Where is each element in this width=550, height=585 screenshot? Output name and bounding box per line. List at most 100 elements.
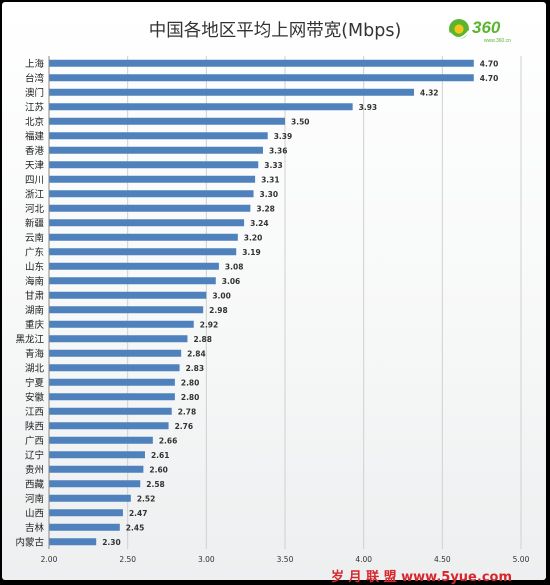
x-tick-label: 2.50 [119, 555, 136, 564]
watermark: 岁 月 联 盟 www.5yue.com [331, 569, 512, 585]
category-label: 福建 [25, 130, 45, 142]
x-tick-label: 5.00 [513, 555, 530, 564]
value-label: 2.58 [146, 480, 165, 489]
bar [49, 422, 169, 430]
value-label: 3.30 [260, 190, 279, 199]
value-label: 2.80 [181, 393, 200, 402]
value-label: 2.47 [129, 509, 148, 518]
category-label: 河南 [25, 493, 44, 505]
category-label: 湖南 [25, 304, 44, 316]
category-label: 重庆 [25, 319, 45, 331]
category-label: 贵州 [25, 464, 44, 476]
value-label: 2.76 [175, 422, 194, 431]
value-label: 3.19 [242, 248, 261, 257]
category-label: 宁夏 [25, 377, 45, 389]
category-label: 甘肃 [25, 290, 44, 302]
bar [49, 88, 415, 96]
bar [49, 248, 237, 256]
value-label: 4.70 [480, 59, 499, 68]
bar [49, 233, 238, 241]
category-label: 青海 [25, 348, 45, 360]
bar [49, 349, 182, 357]
bar [49, 59, 474, 67]
value-label: 3.00 [212, 291, 231, 300]
value-label: 3.24 [250, 219, 269, 228]
category-label: 上海 [25, 58, 45, 70]
logo-swoosh [449, 30, 470, 39]
value-label: 2.30 [102, 538, 121, 547]
value-label: 2.52 [137, 494, 156, 503]
x-tick-label: 3.50 [277, 555, 294, 564]
category-labels: 上海台湾澳门江苏北京福建香港天津四川浙江河北新疆云南广东山东海南甘肃湖南重庆黑龙… [15, 58, 44, 549]
bar [49, 306, 204, 314]
value-label: 2.83 [186, 364, 205, 373]
gridlines [127, 56, 522, 549]
value-label: 2.88 [193, 335, 212, 344]
bar [49, 436, 153, 444]
category-label: 湖北 [25, 363, 45, 374]
category-label: 山东 [25, 261, 44, 273]
bar [49, 132, 268, 140]
bar [49, 262, 219, 270]
value-label: 3.08 [225, 262, 244, 271]
bar [49, 204, 251, 212]
bar [49, 538, 97, 546]
category-label: 四川 [25, 175, 44, 186]
logo-subtext: www.360.cn [484, 38, 511, 44]
bar [49, 74, 474, 82]
value-label: 3.31 [261, 175, 280, 184]
logo-yellow-circle [454, 24, 464, 34]
category-label: 内蒙古 [15, 536, 44, 548]
value-label: 3.28 [256, 204, 275, 213]
category-label: 台湾 [25, 72, 45, 84]
bar [49, 465, 144, 473]
bar [49, 364, 180, 372]
bar [49, 291, 207, 299]
value-label: 2.92 [200, 320, 219, 329]
value-label: 2.61 [151, 451, 170, 460]
value-labels: 4.70 4.70 4.32 3.93 3.50 3.39 3.36 3.33 3.31 3.30… [102, 59, 498, 547]
category-label: 海南 [25, 275, 44, 287]
category-label: 澳门 [25, 87, 44, 99]
x-tick-label: 3.00 [198, 555, 215, 564]
bar [49, 161, 259, 169]
category-label: 陕西 [25, 420, 44, 432]
value-label: 3.93 [359, 103, 378, 112]
bar [49, 219, 245, 227]
bar [49, 494, 131, 502]
360-logo: 360 www.360.cn [449, 18, 511, 44]
value-label: 2.98 [209, 306, 228, 315]
value-label: 2.84 [187, 349, 206, 358]
category-label: 吉林 [25, 522, 45, 534]
value-label: 2.66 [159, 436, 178, 445]
bar [49, 175, 256, 183]
category-label: 西藏 [25, 478, 45, 490]
value-label: 4.70 [480, 74, 499, 83]
value-label: 3.36 [269, 146, 288, 155]
bar [49, 190, 254, 198]
value-label: 3.06 [222, 277, 241, 286]
value-label: 3.33 [264, 161, 283, 170]
x-tick-label: 2.00 [41, 555, 58, 564]
chart-title: 中国各地区平均上网带宽(Mbps) [149, 21, 402, 41]
bar [49, 378, 175, 386]
bar [49, 320, 194, 328]
x-tick-label: 4.00 [355, 555, 372, 564]
bar [49, 509, 123, 517]
category-label: 浙江 [25, 188, 45, 200]
value-label: 2.78 [178, 407, 197, 416]
category-label: 新疆 [25, 217, 45, 229]
bar [49, 103, 353, 111]
bar [49, 146, 263, 154]
bar [49, 335, 188, 343]
x-tick-label: 4.50 [434, 555, 451, 564]
value-label: 4.32 [420, 88, 439, 97]
logo-text: 360 [472, 18, 501, 37]
category-label: 河北 [25, 203, 45, 215]
category-label: 安徽 [25, 391, 45, 403]
category-label: 广西 [25, 435, 44, 447]
value-label: 3.50 [291, 117, 310, 126]
category-label: 江西 [25, 407, 44, 418]
category-label: 辽宁 [25, 449, 44, 461]
